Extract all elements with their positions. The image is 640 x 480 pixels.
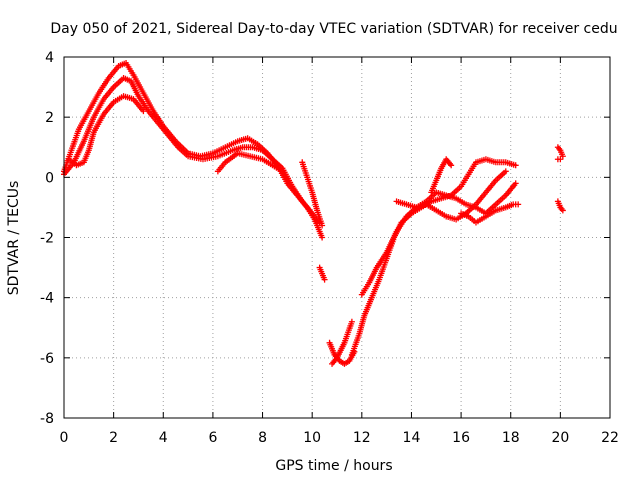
chart-title: Day 050 of 2021, Sidereal Day-to-day VTE… bbox=[50, 21, 617, 37]
x-tick-label: 22 bbox=[601, 430, 619, 446]
data-point bbox=[321, 276, 328, 283]
y-axis-label: SDTVAR / TECUs bbox=[6, 181, 22, 296]
data-point bbox=[319, 222, 326, 229]
series-track-m bbox=[458, 201, 522, 226]
data-point bbox=[557, 156, 564, 163]
x-tick-label: 12 bbox=[353, 430, 371, 446]
data-point bbox=[140, 108, 147, 115]
data-point bbox=[559, 153, 566, 160]
series-track-k bbox=[393, 180, 519, 217]
x-tick-label: 14 bbox=[403, 430, 421, 446]
data-point bbox=[559, 207, 566, 214]
x-tick-label: 20 bbox=[551, 430, 569, 446]
y-tick-label: 2 bbox=[45, 110, 54, 126]
series-track-p bbox=[554, 198, 566, 214]
series-track-f bbox=[316, 264, 328, 283]
data-point bbox=[502, 168, 509, 175]
x-tick-label: 16 bbox=[452, 430, 470, 446]
x-tick-label: 4 bbox=[159, 430, 168, 446]
axis-tick-labels: 0 2 4 6 8 10 12 14 16 18 20 22 -8 -6 -4 -2 0 2 4 bbox=[40, 50, 619, 446]
series-track-l bbox=[428, 156, 455, 196]
series-track-b bbox=[61, 75, 323, 226]
series-track-e bbox=[299, 159, 326, 229]
data-point bbox=[319, 234, 326, 241]
x-tick-label: 18 bbox=[502, 430, 520, 446]
data-point bbox=[512, 180, 519, 187]
x-tick-label: 0 bbox=[60, 430, 69, 446]
y-tick-label: -2 bbox=[40, 231, 54, 247]
x-tick-label: 6 bbox=[208, 430, 217, 446]
series-track-n bbox=[554, 144, 566, 160]
data-point bbox=[515, 201, 522, 208]
x-axis-label: GPS time / hours bbox=[275, 458, 392, 474]
data-point bbox=[348, 318, 355, 325]
axis-ticks bbox=[63, 56, 611, 419]
series-track-a bbox=[61, 60, 326, 241]
series-track-d bbox=[214, 150, 286, 175]
y-tick-label: 4 bbox=[45, 50, 54, 66]
y-tick-label: -4 bbox=[40, 291, 54, 307]
y-tick-label: 0 bbox=[45, 170, 54, 186]
data-points bbox=[61, 60, 566, 367]
series-track-c bbox=[65, 93, 147, 169]
data-point bbox=[279, 168, 286, 175]
x-tick-label: 2 bbox=[109, 430, 118, 446]
series-track-j bbox=[358, 168, 509, 298]
x-tick-label: 8 bbox=[258, 430, 267, 446]
series-track-o bbox=[554, 156, 564, 163]
data-point bbox=[512, 162, 519, 169]
data-point bbox=[448, 162, 455, 169]
x-tick-label: 10 bbox=[303, 430, 321, 446]
series-track-h bbox=[329, 318, 355, 367]
y-tick-label: -8 bbox=[40, 411, 54, 427]
y-tick-label: -6 bbox=[40, 351, 54, 367]
